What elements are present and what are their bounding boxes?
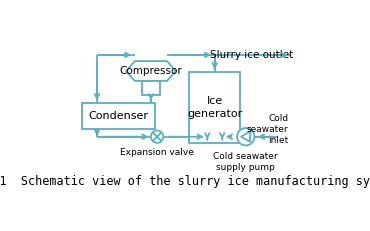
Bar (142, 81, 159, 94)
Circle shape (151, 131, 163, 143)
Bar (189, 72, 240, 143)
Text: Cold
seawater
inlet: Cold seawater inlet (247, 114, 289, 145)
Bar (81, 103, 155, 129)
Text: Condenser: Condenser (88, 111, 148, 121)
Text: Ice
generator: Ice generator (187, 96, 242, 119)
Circle shape (237, 128, 255, 145)
Polygon shape (241, 131, 250, 142)
Text: Compressor: Compressor (120, 66, 182, 76)
Text: Cold seawater
supply pump: Cold seawater supply pump (213, 152, 278, 172)
Text: Fig.1  Schematic view of the slurry ice manufacturing system: Fig.1 Schematic view of the slurry ice m… (0, 175, 370, 188)
Text: Slurry ice outlet: Slurry ice outlet (210, 50, 293, 60)
Text: Expansion valve: Expansion valve (120, 148, 194, 157)
Polygon shape (126, 61, 176, 81)
